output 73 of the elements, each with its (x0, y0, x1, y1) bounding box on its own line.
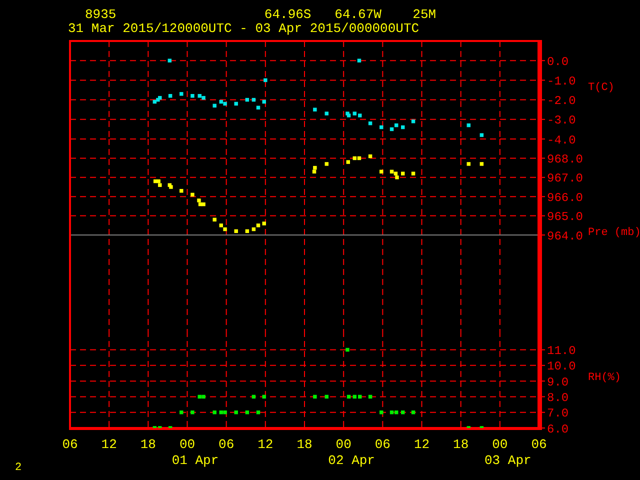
x-tick-label: 06 (531, 437, 547, 452)
point (313, 108, 317, 112)
point (400, 172, 405, 176)
x-tick-label: 18 (296, 437, 312, 452)
x-tick-label: 06 (62, 437, 78, 452)
y-tick-label: 967.0 (547, 172, 584, 186)
y-tick-label: 7.0 (547, 406, 569, 421)
point (202, 202, 206, 206)
point (180, 92, 184, 96)
point (466, 162, 471, 166)
point (480, 162, 484, 166)
y-tick-label: -4.0 (547, 133, 576, 148)
point (190, 192, 194, 197)
point (212, 218, 216, 222)
point (223, 102, 227, 106)
point (156, 179, 160, 184)
point (223, 227, 227, 232)
x-tick-label: 00 01 Apr (172, 437, 219, 468)
chart-subtitle: 31 Mar 2015/120000UTC - 03 Apr 2015/000000UTC (68, 21, 420, 36)
y-tick-label: 968.0 (547, 152, 584, 166)
x-tick-label: 06 (374, 437, 390, 452)
point (197, 198, 201, 202)
point (234, 102, 238, 106)
point (264, 78, 268, 82)
point (168, 94, 172, 98)
x-tick-label: 00 03 Apr (484, 437, 532, 468)
point (394, 172, 398, 176)
text: 2 (15, 462, 22, 474)
x-tick-label: 12 (414, 437, 430, 452)
y-tick-label: 6.0 (547, 422, 569, 436)
point (168, 58, 172, 62)
point (352, 112, 357, 116)
y-tick-label: 965.0 (547, 210, 584, 224)
point (190, 94, 194, 98)
y-tick-label: 10.0 (547, 360, 576, 374)
x-tick-label: 06 (218, 437, 234, 452)
y-tick-label: -1.0 (547, 74, 576, 88)
y-tick-label: 964.0 (547, 229, 584, 244)
y-tick-label: 11.0 (547, 344, 576, 358)
y-tick-label: 8.0 (547, 390, 569, 405)
point (256, 224, 260, 228)
y-tick-label: 966.0 (547, 190, 584, 205)
x-tick-label: 18 (140, 437, 156, 452)
point (234, 229, 238, 234)
point (357, 58, 362, 62)
point (324, 162, 329, 166)
point (202, 96, 206, 100)
point (395, 176, 399, 180)
y-tick-label: 0.0 (547, 54, 569, 69)
x-tick-label: 18 (453, 437, 469, 452)
point (180, 188, 184, 193)
x-tick-label: 12 (101, 437, 117, 452)
y-axis-title: RH(%) (588, 372, 622, 384)
y-axis-title: T(C) (588, 82, 614, 94)
point (358, 114, 362, 118)
point (158, 183, 162, 187)
x-tick-label: 00 02 Apr (328, 437, 375, 468)
point (346, 160, 350, 164)
point (480, 133, 484, 137)
y-axis-title: Pre (mb) (588, 227, 640, 239)
y-tick-label: 9.0 (547, 375, 569, 390)
y-tick-label: -3.0 (547, 114, 576, 128)
y-tick-label: -2.0 (547, 94, 576, 108)
point (198, 94, 202, 98)
point (262, 100, 266, 104)
point (212, 104, 216, 108)
point (219, 224, 223, 228)
point (262, 222, 266, 226)
point (324, 112, 329, 116)
x-tick-label: 12 (258, 437, 274, 452)
chart-title: 8935 64.96S 64.67W 25M (85, 7, 436, 22)
point (313, 166, 317, 170)
point (411, 172, 416, 176)
